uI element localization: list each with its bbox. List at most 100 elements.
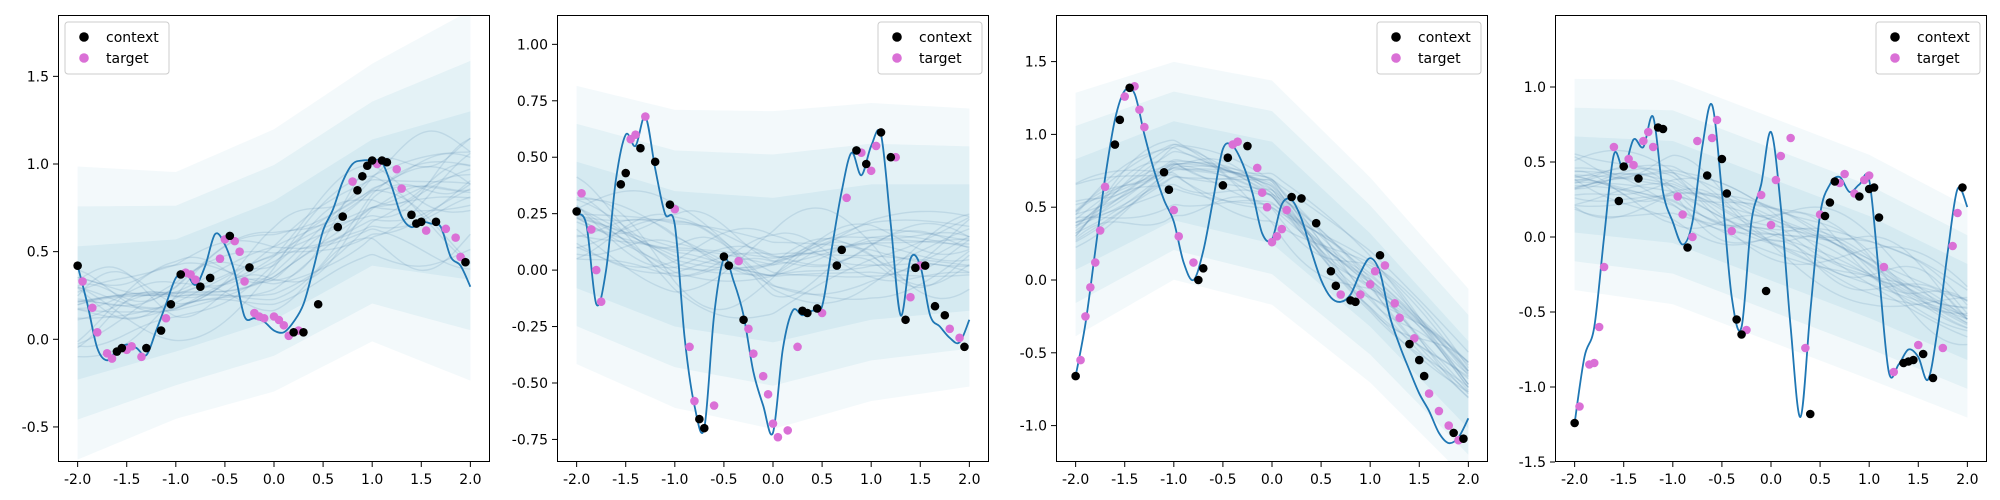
target-point bbox=[773, 432, 783, 442]
x-tick-label: -2.0 bbox=[563, 472, 590, 488]
target-point bbox=[1189, 258, 1198, 267]
context-point bbox=[739, 315, 748, 325]
sample-curve bbox=[1075, 143, 1469, 393]
target-point bbox=[1424, 389, 1434, 398]
uncertainty-band bbox=[576, 123, 970, 386]
sample-curve bbox=[77, 151, 471, 313]
sample-curve bbox=[1574, 174, 1968, 301]
legend-marker-context bbox=[892, 32, 902, 42]
target-point bbox=[1727, 226, 1737, 236]
context-point bbox=[1164, 185, 1174, 195]
context-point bbox=[665, 200, 675, 209]
context-point bbox=[852, 146, 861, 155]
target-point bbox=[749, 349, 758, 358]
target-point bbox=[1095, 226, 1105, 235]
context-point bbox=[1869, 183, 1879, 192]
context-point bbox=[245, 263, 254, 272]
sample-curve bbox=[576, 207, 970, 300]
x-tick-label: 0.5 bbox=[811, 472, 833, 488]
sample-curve bbox=[1075, 139, 1469, 363]
sample-curve bbox=[1574, 172, 1968, 315]
context-point bbox=[461, 257, 470, 267]
sample-curve bbox=[576, 210, 970, 287]
x-tick-label: 1.0 bbox=[860, 472, 882, 488]
sample-curve bbox=[576, 216, 970, 271]
x-tick-label: 0.0 bbox=[1261, 472, 1283, 488]
context-point bbox=[225, 231, 235, 241]
sample-curve bbox=[576, 218, 970, 272]
context-point bbox=[1658, 124, 1668, 134]
x-tick-label: -1.5 bbox=[1111, 472, 1138, 488]
sample-curve bbox=[77, 204, 471, 319]
uncertainty-band bbox=[77, 15, 471, 460]
context-point bbox=[1717, 154, 1727, 164]
sample-curve bbox=[1075, 145, 1469, 385]
y-tick-label: 0.75 bbox=[517, 94, 548, 110]
context-point bbox=[176, 270, 186, 279]
y-tick-label: 1.5 bbox=[1025, 55, 1047, 71]
target-point bbox=[793, 342, 802, 352]
sample-curve bbox=[77, 188, 471, 319]
x-tick-label: 1.5 bbox=[1408, 472, 1430, 488]
context-point bbox=[73, 261, 82, 270]
target-point bbox=[685, 342, 694, 352]
target-point bbox=[744, 324, 753, 334]
legend: context target bbox=[1376, 21, 1482, 75]
context-point bbox=[1110, 140, 1120, 149]
target-point bbox=[1643, 127, 1653, 137]
sample-curve bbox=[1574, 175, 1968, 291]
context-point bbox=[621, 168, 631, 178]
context-point bbox=[636, 143, 645, 153]
x-tick-label: 0.0 bbox=[762, 472, 784, 488]
target-point bbox=[1707, 133, 1717, 143]
plot-area bbox=[1570, 78, 1969, 428]
plot-area bbox=[73, 15, 472, 460]
plot-area bbox=[572, 85, 971, 442]
chart-panel-4: -2.0 -1.5 -1.0 -0.5 0.0 0.5 1.0 1.5 2.0 -1.5 -1.0 -… bbox=[1519, 15, 1987, 488]
sample-curve bbox=[1075, 188, 1469, 377]
target-point bbox=[1889, 367, 1899, 377]
target-point bbox=[1135, 105, 1144, 114]
x-tick-label: -0.5 bbox=[1708, 472, 1735, 488]
target-point bbox=[1953, 208, 1962, 218]
target-point bbox=[709, 401, 719, 410]
sample-curve bbox=[1075, 174, 1469, 372]
sample-curve bbox=[77, 161, 471, 301]
target-point bbox=[768, 419, 778, 428]
uncertainty-band bbox=[77, 60, 471, 420]
target-point bbox=[1410, 333, 1419, 343]
sample-curve bbox=[1075, 163, 1469, 385]
context-point bbox=[1375, 250, 1385, 260]
sample-curve bbox=[77, 196, 471, 321]
x-tick-label: -2.0 bbox=[1561, 472, 1588, 488]
y-tick-label: 0.0 bbox=[1524, 230, 1546, 246]
sample-curve bbox=[576, 221, 970, 266]
x-tick-label: -1.5 bbox=[1610, 472, 1637, 488]
target-point bbox=[1913, 340, 1923, 350]
target-point bbox=[577, 189, 586, 198]
target-point bbox=[1599, 262, 1609, 272]
x-tick-label: 0.5 bbox=[1310, 472, 1332, 488]
target-point bbox=[1879, 262, 1889, 272]
target-point bbox=[1688, 232, 1697, 242]
x-tick-label: 0.5 bbox=[312, 472, 334, 488]
target-point bbox=[1380, 261, 1390, 270]
sample-curve bbox=[1075, 165, 1469, 366]
sample-curve bbox=[1574, 149, 1968, 288]
context-point bbox=[1331, 281, 1341, 291]
axes-frame bbox=[1056, 15, 1488, 462]
target-point bbox=[690, 396, 699, 406]
target-point bbox=[1594, 322, 1604, 332]
context-point bbox=[832, 261, 842, 270]
sample-curve bbox=[576, 217, 970, 278]
target-point bbox=[1678, 210, 1687, 219]
context-point bbox=[837, 245, 847, 255]
y-tick-label: 0.50 bbox=[517, 150, 548, 166]
target-point bbox=[1272, 232, 1282, 241]
legend-label-context: context bbox=[919, 30, 972, 46]
sample-curve bbox=[1574, 170, 1968, 302]
target-point bbox=[1801, 343, 1810, 353]
y-tick-label: -1.0 bbox=[1519, 380, 1546, 396]
context-point bbox=[1414, 355, 1424, 365]
sample-curve bbox=[1075, 196, 1469, 375]
